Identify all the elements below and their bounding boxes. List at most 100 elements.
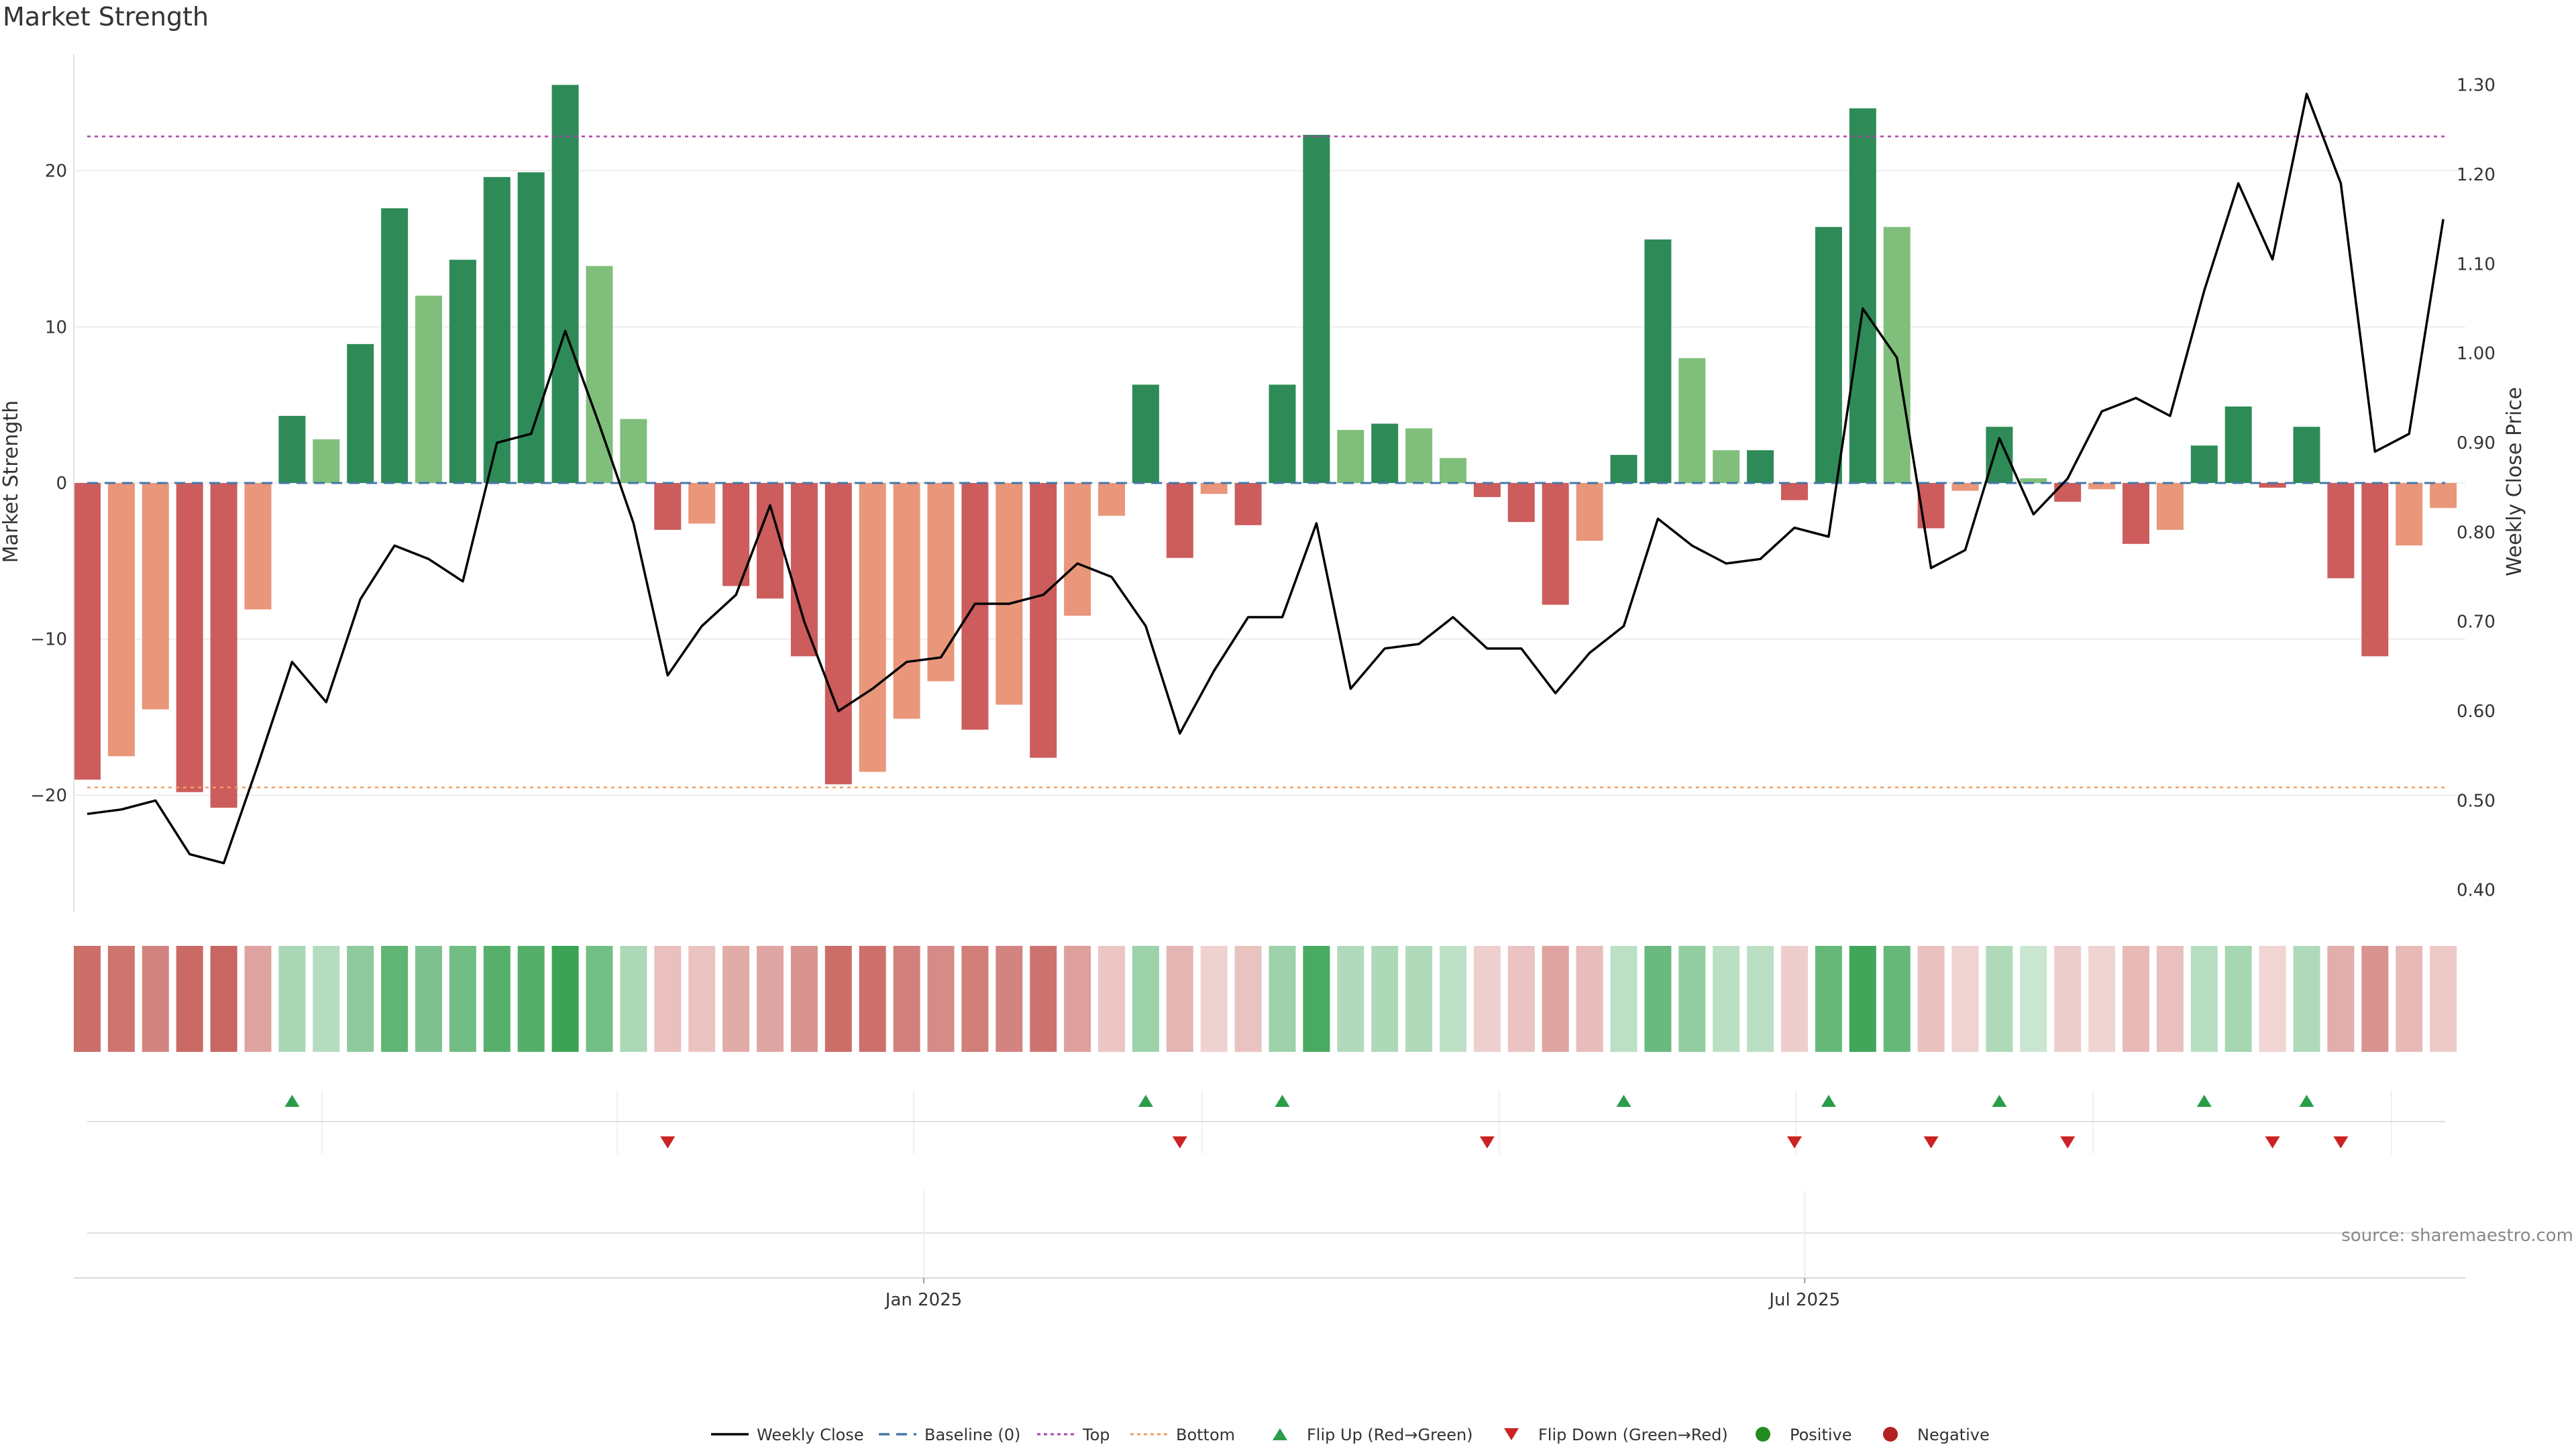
strength-bar [347, 343, 374, 483]
strength-bar [1883, 227, 1911, 483]
strength-bar [893, 483, 920, 719]
heat-cell [1030, 946, 1057, 1052]
strength-bar [790, 483, 818, 657]
heat-cell [824, 946, 852, 1052]
heat-cell [74, 946, 101, 1052]
heat-cell [2430, 946, 2457, 1052]
strength-bar [74, 483, 101, 780]
flip-down-marker [660, 1136, 676, 1148]
heat-cell [2327, 946, 2355, 1052]
y-tick-label: 0 [56, 474, 67, 494]
legend-item: Negative [1883, 1426, 1990, 1444]
strength-bar [1849, 108, 1876, 484]
y2-tick-label: 0.70 [2457, 612, 2496, 633]
strength-bar [2224, 406, 2252, 483]
legend-item: Top [1037, 1426, 1110, 1444]
axes: −20 −10 0 10 20 0.40 0.50 0.60 0.70 0.80 0.90 1.00 1… [30, 54, 2496, 912]
flip-up-marker [1821, 1095, 1836, 1107]
x-tick-label: Jul 2025 [1768, 1290, 1840, 1310]
legend-item: Weekly Close [711, 1426, 864, 1444]
heat-cell [1542, 946, 1569, 1052]
heat-cell [1576, 946, 1603, 1052]
heat-cell [2361, 946, 2389, 1052]
flip-markers-panel [87, 1090, 2445, 1154]
heat-cell [1473, 946, 1501, 1052]
x-axis: Jan 2025 Jul 2025 [74, 1191, 2465, 1310]
strength-bar [1815, 227, 1842, 483]
heat-cell [1644, 946, 1672, 1052]
heat-cell [1371, 946, 1399, 1052]
strength-bar [2430, 483, 2457, 508]
flip-up-marker [1138, 1095, 1153, 1107]
flip-down-marker [2265, 1136, 2280, 1148]
strength-bars [74, 85, 2457, 808]
flip-up-marker [1616, 1095, 1631, 1107]
strength-bar [688, 483, 716, 524]
strength-bar [996, 483, 1023, 705]
strength-bar [654, 483, 682, 530]
y-tick-label: −10 [30, 630, 67, 650]
flip-up-marker [2196, 1095, 2212, 1107]
strength-bar [1542, 483, 1569, 605]
heat-cell [1781, 946, 1808, 1052]
strength-bar [927, 483, 955, 682]
strength-bar [1064, 483, 1091, 616]
legend-label: Positive [1790, 1426, 1852, 1444]
strength-bar [1644, 239, 1672, 483]
strength-bar [1234, 483, 1262, 525]
legend-label: Bottom [1176, 1426, 1235, 1444]
heat-cell [1507, 946, 1535, 1052]
flip-up-marker [1275, 1095, 1290, 1107]
legend: Weekly Close Baseline (0) Top Bottom Flip Up… [711, 1426, 1990, 1444]
y2-tick-label: 0.60 [2457, 702, 2496, 722]
strength-bar [859, 483, 886, 772]
heat-cell [1917, 946, 1945, 1052]
strength-bar [551, 85, 579, 483]
weekly-close-layer [87, 93, 2445, 865]
chart-title: Market Strength [3, 2, 209, 32]
flip-down-marker [2333, 1136, 2349, 1148]
heat-cell [1713, 946, 1740, 1052]
strength-bar [483, 176, 511, 483]
heat-cell [1098, 946, 1125, 1052]
heat-cell [1269, 946, 1296, 1052]
heat-cell [551, 946, 579, 1052]
strength-bar [1098, 483, 1125, 516]
strength-bar [757, 483, 784, 599]
strength-bar [1781, 483, 1808, 500]
heat-cell [1610, 946, 1638, 1052]
strength-bar [1132, 384, 1159, 483]
heat-cell [1815, 946, 1842, 1052]
legend-label: Weekly Close [757, 1426, 864, 1444]
heat-cell [1678, 946, 1706, 1052]
heat-cell [313, 946, 340, 1052]
strength-bar [313, 439, 340, 483]
heat-cell [2054, 946, 2082, 1052]
strength-bar [107, 483, 135, 757]
heat-cell [415, 946, 442, 1052]
strength-bar [2020, 478, 2047, 483]
strength-heat-strip [74, 946, 2457, 1052]
strength-bar [1747, 450, 1774, 483]
legend-label: Flip Down (Green→Red) [1538, 1426, 1728, 1444]
heat-cell [142, 946, 169, 1052]
legend-swatch-circle [1756, 1427, 1770, 1442]
heat-cell [1951, 946, 1979, 1052]
strength-bar [381, 208, 409, 483]
strength-bar [586, 266, 613, 483]
heat-cell [2020, 946, 2047, 1052]
flip-down-marker [2060, 1136, 2076, 1148]
flip-down-marker [1923, 1136, 1939, 1148]
y2-tick-label: 0.90 [2457, 433, 2496, 453]
legend-swatch-triangle-up [1273, 1428, 1287, 1440]
heat-cell [1883, 946, 1911, 1052]
heat-cell [517, 946, 545, 1052]
legend-label: Baseline (0) [924, 1426, 1020, 1444]
heat-cell [1064, 946, 1091, 1052]
legend-label: Flip Up (Red→Green) [1307, 1426, 1473, 1444]
strength-bar [176, 483, 203, 792]
strength-bar [2396, 483, 2423, 546]
strength-bar [961, 483, 989, 730]
heat-cell [1849, 946, 1876, 1052]
